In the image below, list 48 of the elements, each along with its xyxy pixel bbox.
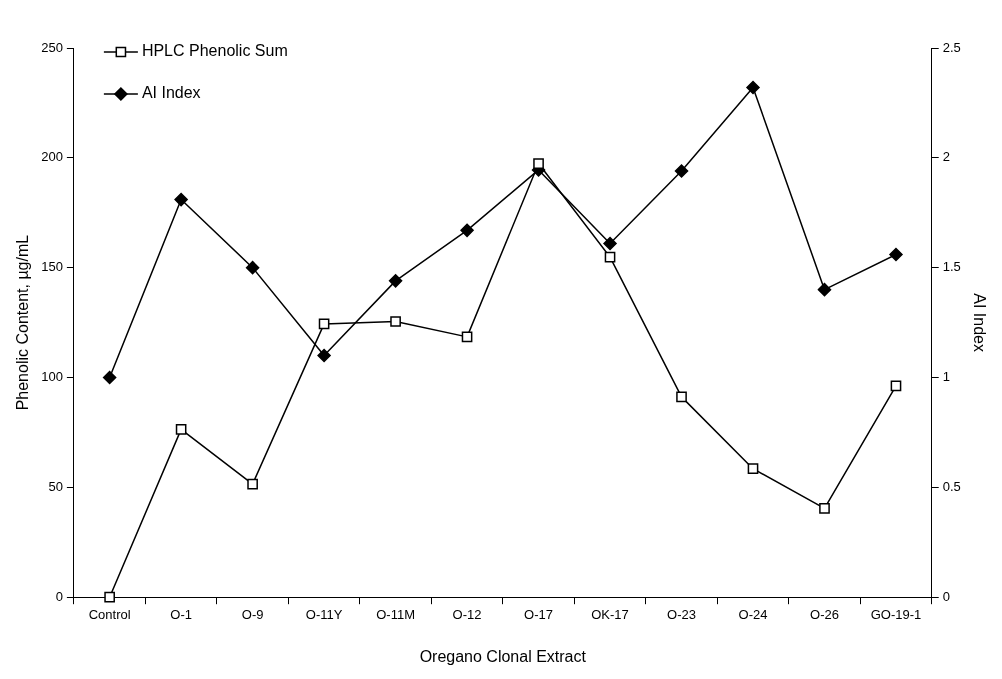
point bbox=[388, 274, 403, 288]
y2-tick-label: 1.5 bbox=[942, 259, 961, 275]
point bbox=[603, 236, 617, 251]
y2-tick-label: 0 bbox=[942, 588, 950, 604]
point bbox=[747, 463, 759, 475]
y2-axis-title: AI Index bbox=[970, 293, 988, 352]
point bbox=[247, 478, 258, 490]
point bbox=[676, 391, 687, 403]
point bbox=[317, 348, 331, 363]
x-tick-label: O-1 bbox=[170, 606, 192, 622]
legend-label: HPLC Phenolic Sum bbox=[141, 42, 288, 60]
y2-tick-label: 0.5 bbox=[942, 478, 961, 494]
point bbox=[104, 591, 115, 603]
x-tick-label: O-24 bbox=[738, 606, 768, 622]
y-tick-label: 150 bbox=[41, 259, 63, 275]
point bbox=[674, 164, 689, 178]
x-tick-label: O-11Y bbox=[305, 606, 343, 622]
x-tick-label: O-23 bbox=[667, 606, 696, 622]
y-tick-label: 0 bbox=[55, 588, 63, 604]
y-tick-label: 250 bbox=[41, 39, 63, 55]
point bbox=[746, 80, 760, 95]
x-tick-label: O-17 bbox=[524, 606, 554, 622]
y-tick-label: 50 bbox=[48, 478, 63, 494]
point bbox=[102, 370, 117, 385]
point bbox=[533, 158, 544, 169]
y-tick-label: 100 bbox=[41, 369, 63, 385]
legend-label: AI Index bbox=[141, 84, 201, 102]
point bbox=[460, 223, 474, 238]
x-tick-label: O-9 bbox=[241, 606, 264, 622]
y-tick-label: 200 bbox=[41, 149, 63, 165]
y-axis-title: Phenolic Content, µg/mL bbox=[14, 234, 32, 411]
point bbox=[819, 503, 830, 514]
x-axis-title: Oregano Clonal Extract bbox=[419, 647, 587, 665]
x-tick-label: O-12 bbox=[452, 606, 482, 622]
x-tick-label: O-11M bbox=[376, 606, 415, 622]
y2-tick-label: 1 bbox=[942, 369, 950, 385]
point bbox=[390, 316, 401, 327]
x-tick-label: GO-19-1 bbox=[870, 606, 922, 622]
x-tick-label: OK-17 bbox=[591, 606, 629, 622]
point bbox=[889, 247, 903, 262]
point bbox=[817, 282, 832, 297]
y2-tick-label: 2.5 bbox=[942, 39, 961, 55]
point bbox=[175, 424, 187, 435]
y2-tick-label: 2 bbox=[942, 149, 950, 165]
x-tick-label: O-26 bbox=[810, 606, 839, 622]
point bbox=[245, 260, 260, 275]
point bbox=[174, 192, 188, 207]
x-tick-label: Control bbox=[88, 606, 131, 622]
